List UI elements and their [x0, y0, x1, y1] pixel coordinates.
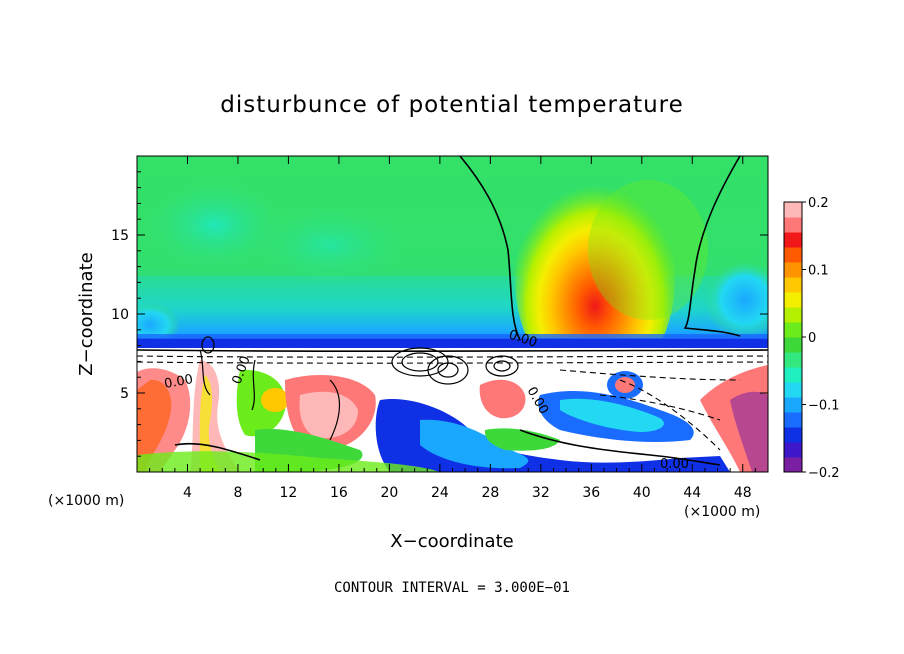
- colorbar-swatch: [784, 442, 802, 458]
- x-tick-label: 16: [330, 485, 348, 501]
- x-tick-label: 8: [233, 485, 242, 501]
- colorbar-swatch: [784, 277, 802, 293]
- x-tick-label: 44: [683, 485, 701, 501]
- colorbar-swatch: [784, 382, 802, 398]
- colorbar-tick-label: 0.1: [808, 264, 829, 279]
- contour-interval-footer: CONTOUR INTERVAL = 3.000E−01: [334, 580, 570, 596]
- x-axis: 4 8 12 16 20 24 28 32 36 40 44 48: [149, 156, 756, 501]
- colorbar-swatch: [784, 307, 802, 323]
- chart-title: disturbunce of potential temperature: [220, 92, 684, 118]
- teal-anomaly: [145, 180, 285, 270]
- x-tick-label: 24: [431, 485, 449, 501]
- y-tick-label: 10: [111, 307, 129, 323]
- contour-lines: [137, 156, 768, 466]
- green-patch-1: [236, 369, 286, 437]
- x-unit-left: (×1000 m): [48, 493, 124, 509]
- colorbar-tick-label: 0: [808, 331, 816, 346]
- x-unit-right: (×1000 m): [684, 504, 760, 520]
- colorbar-swatch: [784, 397, 802, 413]
- contour-label: 0.00: [660, 457, 689, 472]
- x-tick-label: 20: [380, 485, 398, 501]
- colorbar-swatch: [784, 232, 802, 248]
- colorbar-swatch: [784, 217, 802, 233]
- inversion-band: [137, 338, 768, 348]
- colorbar-swatch: [784, 367, 802, 383]
- surface-green: [137, 451, 440, 472]
- contour-label: 0.00: [163, 372, 194, 392]
- colorbar-tick-label: −0.2: [808, 466, 840, 481]
- y-tick-label: 5: [120, 386, 129, 402]
- cyan-anomaly: [705, 260, 768, 340]
- warm-halo: [588, 180, 708, 320]
- colorbar-swatch: [784, 412, 802, 428]
- eddy-contours: [199, 336, 519, 441]
- x-tick-label: 48: [734, 485, 752, 501]
- warm-plume-4: [479, 379, 526, 419]
- y-tick-label: 15: [111, 228, 129, 244]
- inversion-edge: [137, 334, 768, 339]
- colorbar-tick-label: 0.2: [808, 196, 829, 211]
- y-axis-label: Z−coordinate: [76, 252, 97, 375]
- colorbar-swatch: [784, 457, 802, 473]
- x-axis-label: X−coordinate: [390, 531, 513, 552]
- heatmap-field: [137, 156, 768, 472]
- x-tick-label: 28: [481, 485, 499, 501]
- colorbar-swatch: [784, 337, 802, 353]
- colorbar-swatch: [784, 262, 802, 278]
- x-tick-label: 36: [582, 485, 600, 501]
- dashed-contours: [137, 355, 768, 451]
- x-tick-label: 40: [633, 485, 651, 501]
- colorbar-swatch: [784, 247, 802, 263]
- teal-anomaly-2: [250, 205, 410, 285]
- y-axis: 5 10 15: [111, 171, 768, 457]
- yellow-core: [261, 388, 289, 412]
- colorbar-swatch: [784, 322, 802, 338]
- colorbar-tick-label: −0.1: [808, 399, 840, 414]
- colorbar-swatch: [784, 427, 802, 443]
- colorbar-swatch: [784, 292, 802, 308]
- x-tick-label: 4: [183, 485, 192, 501]
- colorbar: 0.2 0.1 0 −0.1 −0.2: [783, 196, 840, 481]
- x-tick-label: 12: [280, 485, 298, 501]
- colorbar-swatch: [784, 352, 802, 368]
- colorbar-swatch: [784, 202, 802, 218]
- x-tick-label: 32: [532, 485, 550, 501]
